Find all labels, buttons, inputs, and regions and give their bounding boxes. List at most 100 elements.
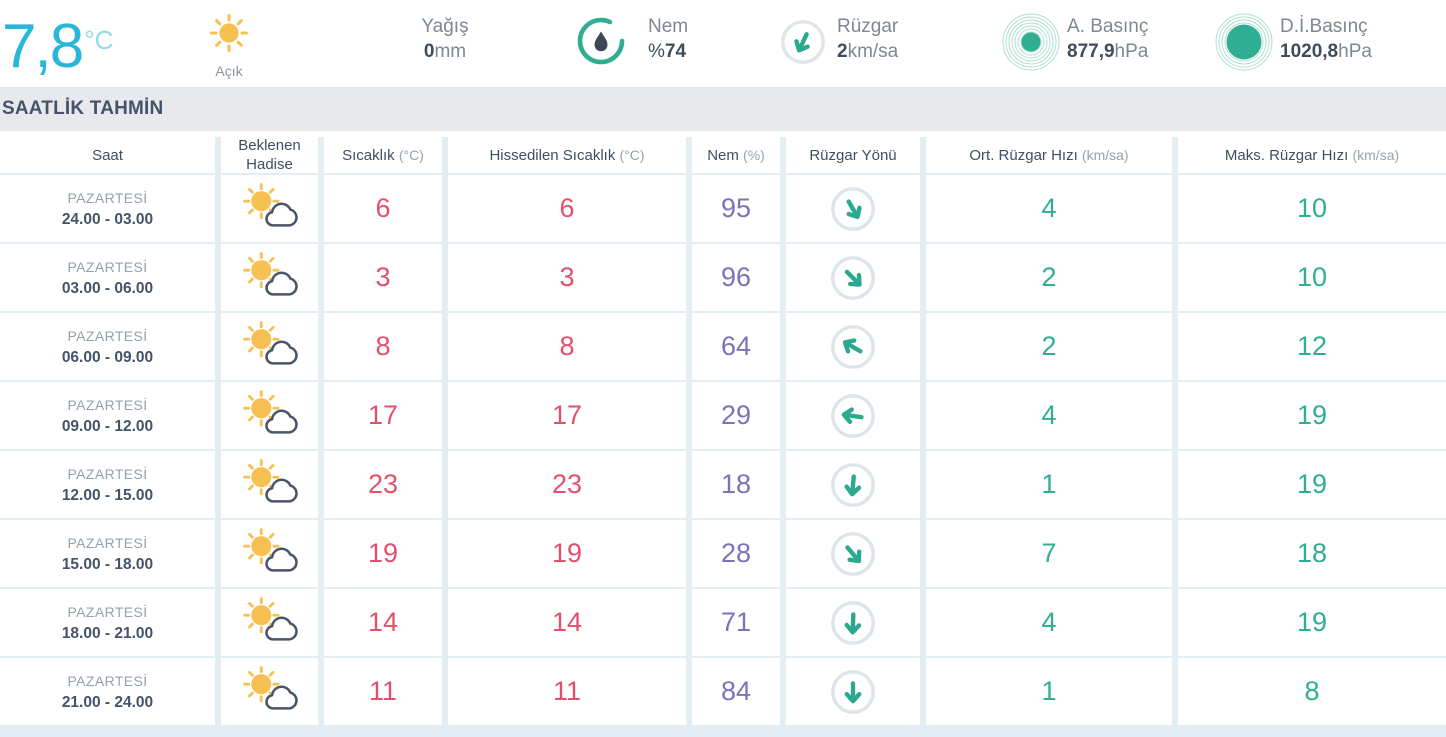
forecast-table: Saat Beklenen Hadise Sıcaklık (°C) Hisse…: [0, 137, 1446, 737]
time-cell: PAZARTESİ 03.00 - 06.00: [0, 244, 215, 311]
day-label: PAZARTESİ: [67, 465, 148, 482]
precipitation-metric: Yağış 0mm: [421, 16, 469, 62]
wind-direction-icon: [780, 19, 826, 70]
humidity-cell: 18: [692, 451, 780, 518]
sun-cloud-icon: [240, 319, 300, 374]
humidity-cell: 84: [692, 658, 780, 725]
time-cell: PAZARTESİ 15.00 - 18.00: [0, 520, 215, 587]
avg-wind-cell: 2: [926, 244, 1172, 311]
wind-direction-arrow-top: [794, 32, 810, 53]
day-label: PAZARTESİ: [67, 327, 148, 344]
time-cell: PAZARTESİ 21.00 - 24.00: [0, 658, 215, 725]
wind-direction-cell: [786, 313, 920, 380]
day-label: PAZARTESİ: [67, 189, 148, 206]
temperature-cell: 14: [324, 589, 442, 656]
column-header: Maks. Rüzgar Hızı (km/sa): [1178, 137, 1446, 173]
temperature-unit: °C: [84, 25, 114, 55]
condition-cell: [221, 244, 318, 311]
sun-cloud-icon: [240, 250, 300, 305]
wind-direction-cell: [786, 451, 920, 518]
temperature-cell: 6: [324, 175, 442, 242]
time-range-label: 06.00 - 09.00: [61, 348, 154, 366]
day-label: PAZARTESİ: [67, 258, 148, 275]
condition-cell: [221, 520, 318, 587]
wind-direction-cell: [786, 589, 920, 656]
avg-wind-cell: 4: [926, 382, 1172, 449]
time-cell: PAZARTESİ 24.00 - 03.00: [0, 175, 215, 242]
sun-cloud-icon: [240, 181, 300, 236]
avg-wind-cell: 1: [926, 658, 1172, 725]
humidity-cell: 64: [692, 313, 780, 380]
pressure-rings-icon: [1001, 12, 1061, 77]
sun-cloud-icon: [240, 457, 300, 512]
sun-icon: [208, 14, 250, 58]
max-wind-cell: 18: [1178, 520, 1446, 587]
max-wind-cell: 19: [1178, 589, 1446, 656]
time-range-label: 09.00 - 12.00: [61, 417, 154, 435]
temperature-cell: 8: [324, 313, 442, 380]
condition-cell: [221, 589, 318, 656]
max-wind-cell: 19: [1178, 451, 1446, 518]
section-header: SAATLİK TAHMİN: [0, 87, 1446, 131]
avg-wind-cell: 4: [926, 589, 1172, 656]
column-header: Sıcaklık (°C): [324, 137, 442, 173]
condition-label: Açık: [215, 63, 243, 79]
wind-direction-arrow: [846, 198, 862, 219]
temperature-cell: 3: [324, 244, 442, 311]
column-header: Rüzgar Yönü: [786, 137, 920, 173]
time-range-label: 15.00 - 18.00: [61, 555, 154, 573]
wind-direction-cell: [786, 520, 920, 587]
condition-cell: [221, 382, 318, 449]
condition-cell: [221, 175, 318, 242]
time-range-label: 21.00 - 24.00: [61, 693, 154, 711]
feels-like-cell: 6: [448, 175, 686, 242]
humidity-metric: Nem %74: [648, 16, 689, 62]
drop-icon: [594, 31, 608, 52]
max-wind-cell: 8: [1178, 658, 1446, 725]
feels-like-cell: 17: [448, 382, 686, 449]
day-label: PAZARTESİ: [67, 603, 148, 620]
wind-direction-arrow: [845, 544, 862, 563]
time-range-label: 03.00 - 06.00: [61, 279, 154, 297]
day-label: PAZARTESİ: [67, 534, 148, 551]
sun-cloud-icon: [240, 664, 300, 719]
temperature-cell: 11: [324, 658, 442, 725]
column-header: Hissedilen Sıcaklık (°C): [448, 137, 686, 173]
feels-like-cell: 11: [448, 658, 686, 725]
humidity-cell: 95: [692, 175, 780, 242]
column-header: Beklenen Hadise: [221, 137, 318, 173]
max-wind-cell: 10: [1178, 175, 1446, 242]
humidity-cell: 28: [692, 520, 780, 587]
day-label: PAZARTESİ: [67, 396, 148, 413]
sun-cloud-icon: [240, 526, 300, 581]
wind-direction-arrow: [844, 680, 862, 703]
feels-like-cell: 23: [448, 451, 686, 518]
wind-direction-cell: [786, 175, 920, 242]
time-cell: PAZARTESİ 06.00 - 09.00: [0, 313, 215, 380]
max-wind-cell: 10: [1178, 244, 1446, 311]
feels-like-cell: 3: [448, 244, 686, 311]
time-cell: PAZARTESİ 18.00 - 21.00: [0, 589, 215, 656]
wind-direction-cell: [786, 244, 920, 311]
condition-cell: [221, 313, 318, 380]
condition-cell: [221, 451, 318, 518]
section-title: SAATLİK TAHMİN: [2, 98, 164, 119]
feels-like-cell: 8: [448, 313, 686, 380]
avg-wind-cell: 7: [926, 520, 1172, 587]
condition-cell: [221, 658, 318, 725]
feels-like-cell: 19: [448, 520, 686, 587]
temperature-cell: 23: [324, 451, 442, 518]
sun-cloud-icon: [240, 388, 300, 443]
time-range-label: 24.00 - 03.00: [61, 210, 154, 228]
wind-direction-arrow: [844, 473, 862, 496]
humidity-cell: 29: [692, 382, 780, 449]
time-cell: PAZARTESİ 12.00 - 15.00: [0, 451, 215, 518]
time-range-label: 12.00 - 15.00: [61, 486, 154, 504]
humidity-gauge-icon: [575, 15, 627, 72]
wind-direction-arrow: [841, 406, 864, 424]
temperature-cell: 19: [324, 520, 442, 587]
current-temperature: 7,8°C: [2, 12, 114, 81]
time-range-label: 18.00 - 21.00: [61, 624, 154, 642]
column-header: Ort. Rüzgar Hızı (km/sa): [926, 137, 1172, 173]
column-header: Saat: [0, 137, 215, 173]
